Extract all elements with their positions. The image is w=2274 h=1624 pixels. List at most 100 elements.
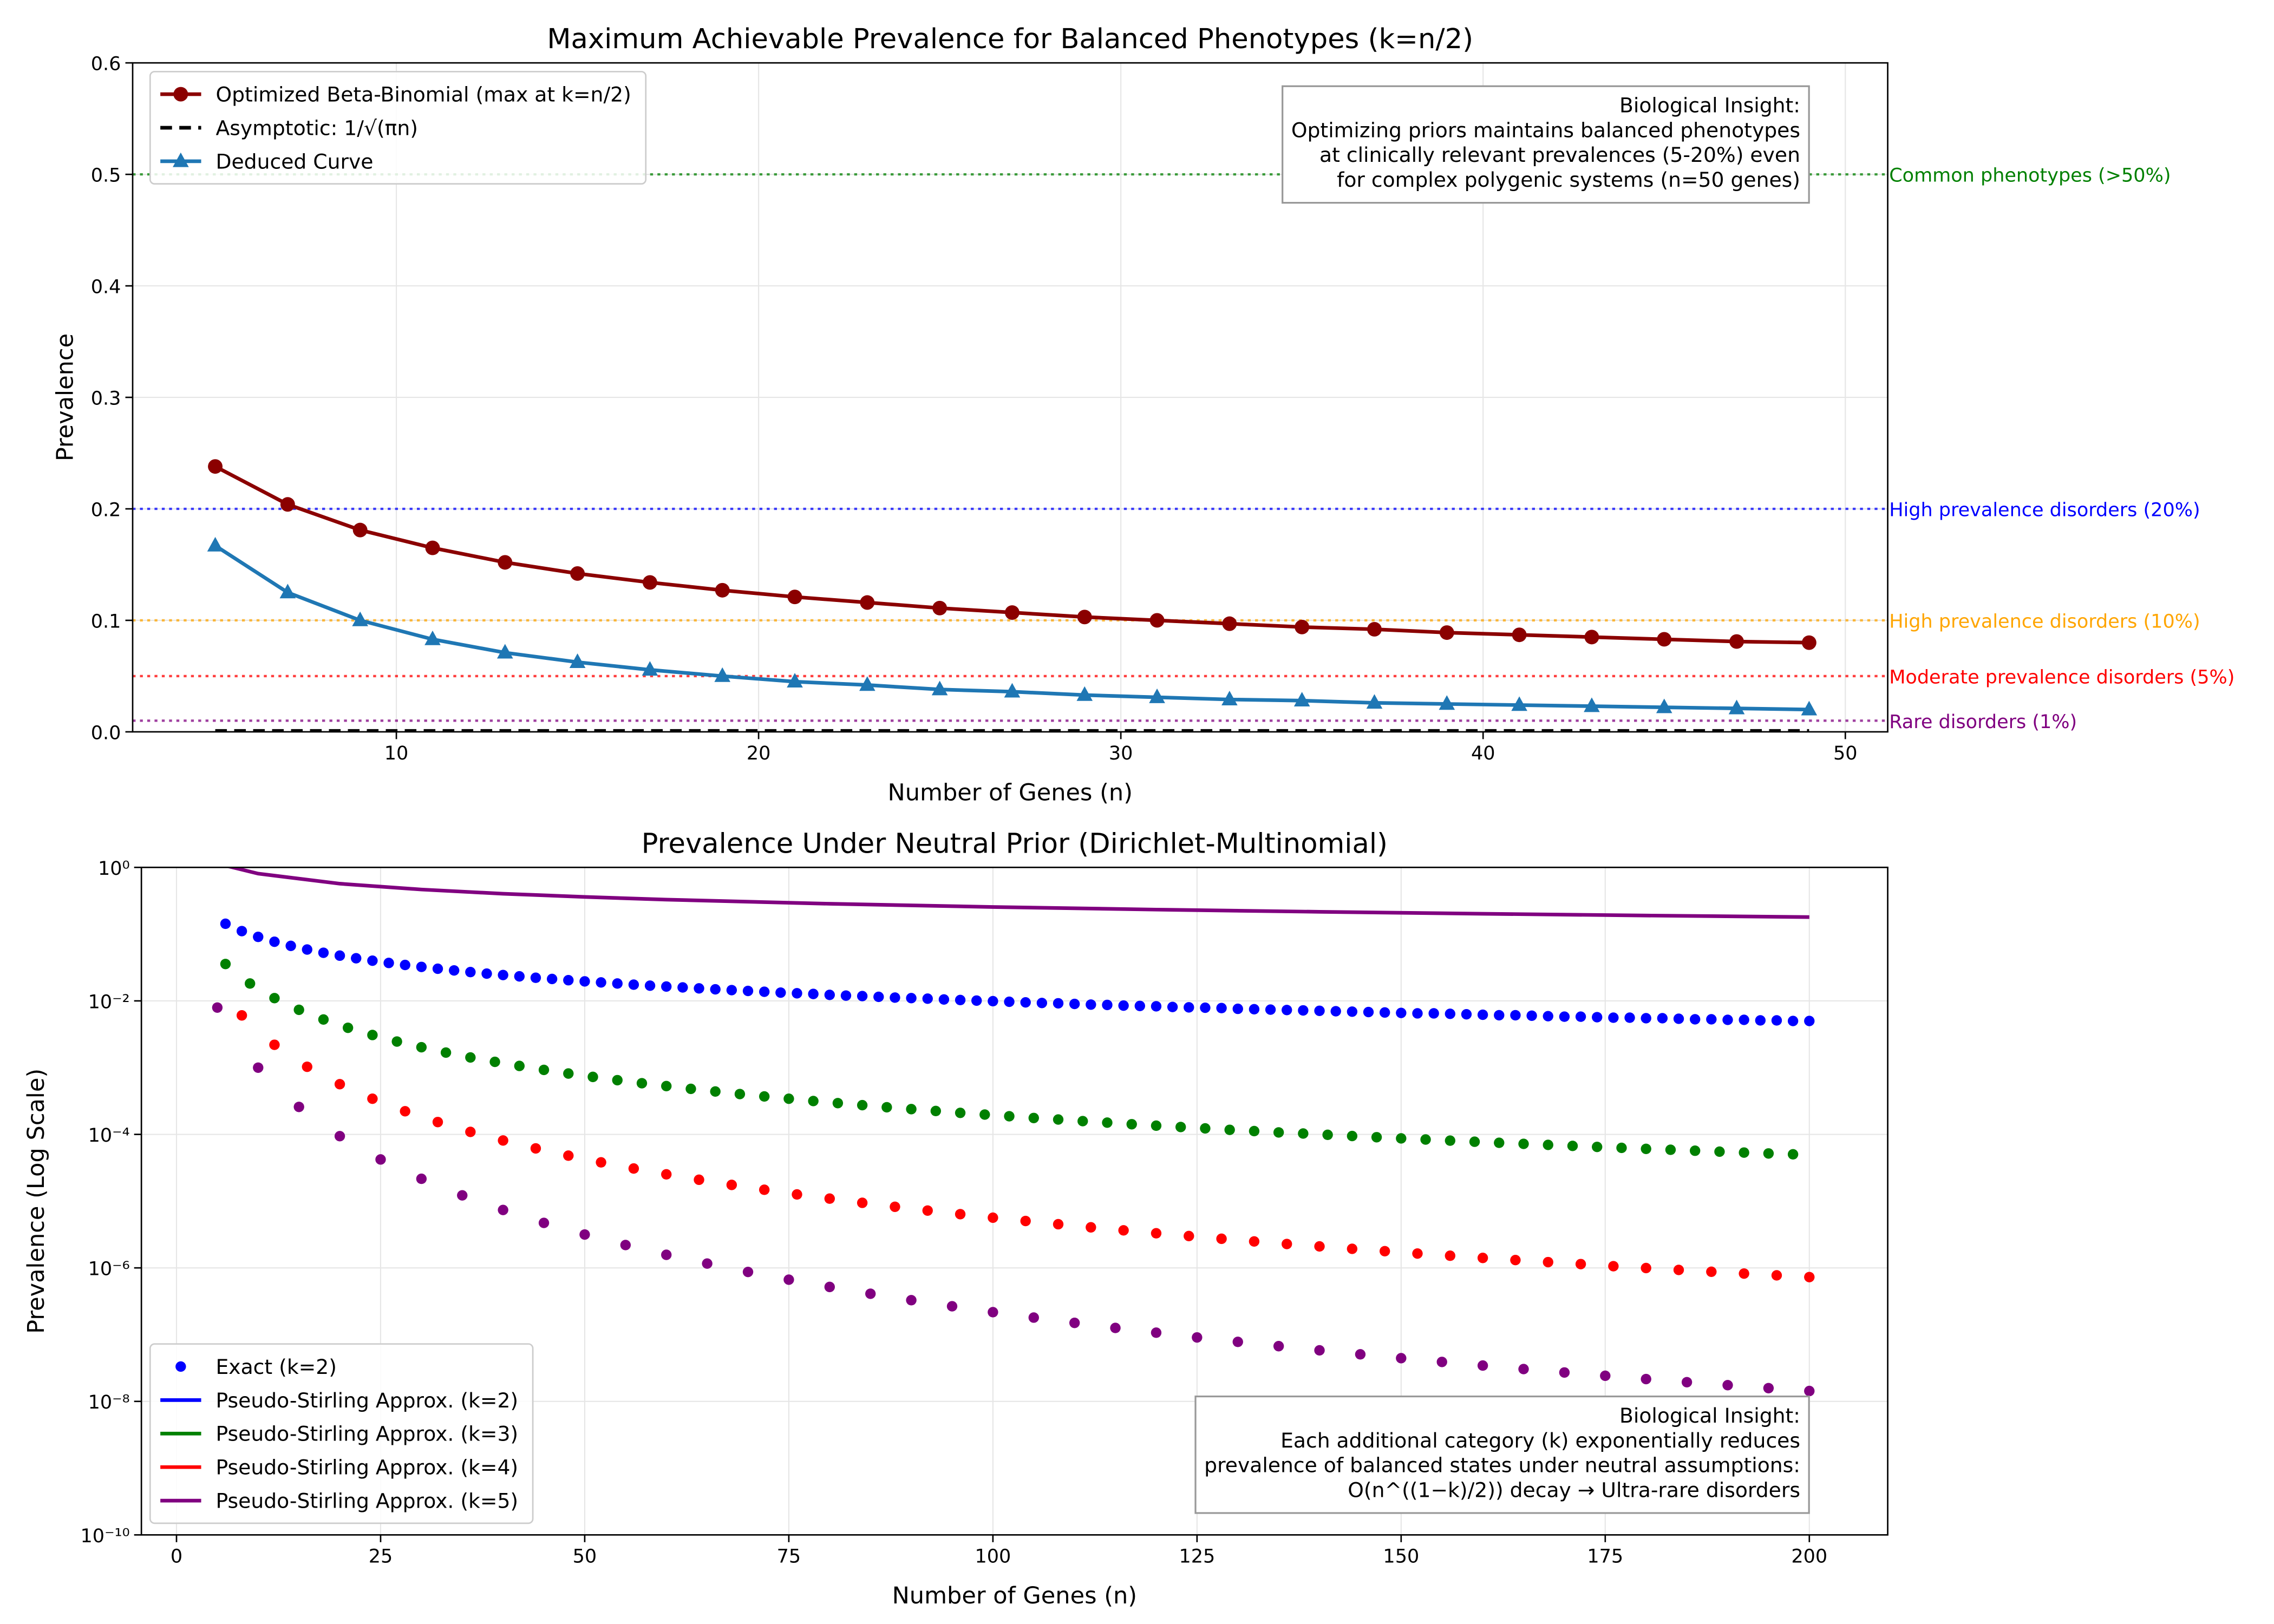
data-point	[448, 965, 460, 976]
data-point	[1543, 1140, 1553, 1150]
data-point	[955, 1209, 966, 1220]
data-point	[400, 1106, 410, 1117]
marker	[932, 600, 948, 615]
data-point	[432, 1117, 443, 1128]
data-point	[710, 984, 721, 995]
data-point	[1184, 1002, 1194, 1013]
y-axis-label: Prevalence	[52, 333, 79, 461]
data-point	[734, 1089, 746, 1099]
data-point	[1510, 1010, 1521, 1021]
data-point	[1600, 1370, 1611, 1381]
data-point	[293, 1004, 304, 1016]
y-tick-label: 0.2	[91, 499, 121, 521]
data-point	[628, 1163, 639, 1174]
data-point	[759, 986, 770, 997]
x-tick-label: 40	[1471, 743, 1495, 764]
x-tick-label: 0	[171, 1546, 182, 1568]
data-point	[1445, 1250, 1455, 1261]
data-point	[1641, 1262, 1651, 1274]
data-point	[334, 1131, 345, 1142]
data-point	[1175, 1122, 1186, 1132]
data-point	[334, 950, 345, 961]
data-point	[293, 1102, 304, 1112]
marker	[1584, 697, 1600, 712]
data-point	[1616, 1142, 1627, 1154]
data-point	[1722, 1380, 1733, 1391]
data-point	[628, 979, 639, 990]
data-point	[1004, 996, 1015, 1007]
data-point	[694, 1174, 704, 1186]
data-point	[1184, 1230, 1194, 1242]
legend: Optimized Beta-Binomial (max at k=n/2) As…	[149, 70, 647, 185]
marker	[498, 555, 513, 570]
x-tick-label: 125	[1179, 1546, 1215, 1568]
data-point	[971, 995, 982, 1006]
chart-title: Maximum Achievable Prevalence for Balanc…	[547, 23, 1473, 55]
legend-label: Exact (k=2)	[215, 1355, 336, 1379]
data-point	[465, 967, 476, 978]
series-group	[207, 459, 1818, 732]
data-point	[1249, 1236, 1260, 1247]
data-point	[644, 980, 656, 991]
data-point	[824, 990, 835, 1000]
data-point	[620, 1240, 631, 1250]
marker	[931, 680, 948, 696]
y-tick-label: 0.0	[91, 722, 121, 744]
y-tick-label: 10⁰	[98, 858, 130, 880]
data-point	[1771, 1015, 1782, 1026]
y-tick-label: 10⁻⁸	[88, 1392, 130, 1413]
x-tick-label: 175	[1587, 1546, 1623, 1568]
data-point	[1200, 1002, 1211, 1013]
data-point	[1681, 1377, 1693, 1387]
data-point	[538, 1064, 550, 1076]
annotation: Biological Insight:Each additional categ…	[1194, 1396, 1810, 1514]
data-point	[702, 1258, 713, 1269]
y-tick-label: 10⁻¹⁰	[81, 1525, 130, 1547]
data-point	[596, 977, 606, 988]
data-point	[1804, 1272, 1815, 1282]
y-tick-label: 0.6	[91, 54, 121, 75]
data-point	[832, 1098, 844, 1109]
marker	[1221, 691, 1238, 705]
data-point	[1518, 1138, 1529, 1149]
marker	[715, 582, 730, 598]
y-tick-label: 0.5	[91, 165, 121, 187]
x-tick-label: 50	[1833, 743, 1858, 764]
data-point	[1641, 1013, 1651, 1024]
data-point	[1151, 1001, 1162, 1012]
data-point	[465, 1052, 476, 1063]
y-tick-label: 10⁻⁶	[88, 1259, 130, 1280]
data-point	[1028, 1112, 1039, 1123]
data-point	[742, 1266, 754, 1278]
data-point	[1787, 1016, 1799, 1026]
data-point	[1273, 1341, 1284, 1352]
data-point	[857, 1099, 868, 1111]
plot-frame	[140, 866, 1889, 1536]
data-point	[1363, 1006, 1374, 1018]
reference-label: High prevalence disorders (10%)	[1889, 611, 2200, 632]
data-point	[269, 1039, 280, 1050]
data-point	[1167, 1001, 1178, 1012]
data-point	[1232, 1337, 1243, 1347]
x-tick-label: 200	[1791, 1546, 1827, 1568]
data-point	[1036, 998, 1048, 1009]
data-point	[489, 1056, 500, 1068]
data-point	[1518, 1364, 1529, 1374]
data-point	[1371, 1132, 1382, 1143]
marker	[642, 661, 658, 676]
data-point	[1477, 1360, 1488, 1371]
data-point	[1355, 1349, 1366, 1360]
data-point	[1494, 1137, 1505, 1148]
data-point	[285, 940, 296, 951]
data-point	[710, 1086, 721, 1097]
data-point	[661, 1169, 672, 1180]
data-point	[636, 1078, 648, 1089]
data-point	[857, 991, 868, 1001]
legend-label: Pseudo-Stirling Approx. (k=3)	[215, 1422, 518, 1446]
legend-swatch	[175, 1361, 186, 1372]
data-point	[890, 992, 900, 1003]
data-point	[988, 1212, 998, 1223]
annotation-box	[1282, 85, 1810, 204]
data-point	[1763, 1383, 1774, 1393]
